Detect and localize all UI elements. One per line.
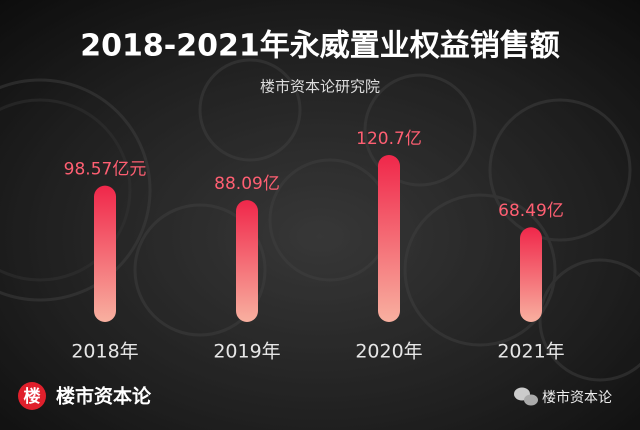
x-tick-label: 2018年 [71,341,138,363]
wechat-name: 楼市资本论 [542,389,612,406]
value-label: 120.7亿 [356,129,422,149]
logo-badge [18,382,46,410]
x-tick-label: 2020年 [355,341,422,363]
value-label: 98.57亿元 [64,160,147,180]
value-label: 88.09亿 [214,174,280,194]
bar [236,200,258,322]
wechat-icon [514,387,538,406]
bar [520,227,542,322]
logo-text: 楼 [24,386,41,407]
x-tick-label: 2021年 [497,341,564,363]
bar [378,155,400,322]
value-label: 68.49亿 [498,201,564,221]
chart-title: 2018-2021年永威置业权益销售额 [80,29,559,64]
chart-subtitle: 楼市资本论研究院 [260,78,380,96]
x-tick-label: 2019年 [213,341,280,363]
bar [94,185,116,322]
brand: 楼市资本论 [56,385,152,408]
